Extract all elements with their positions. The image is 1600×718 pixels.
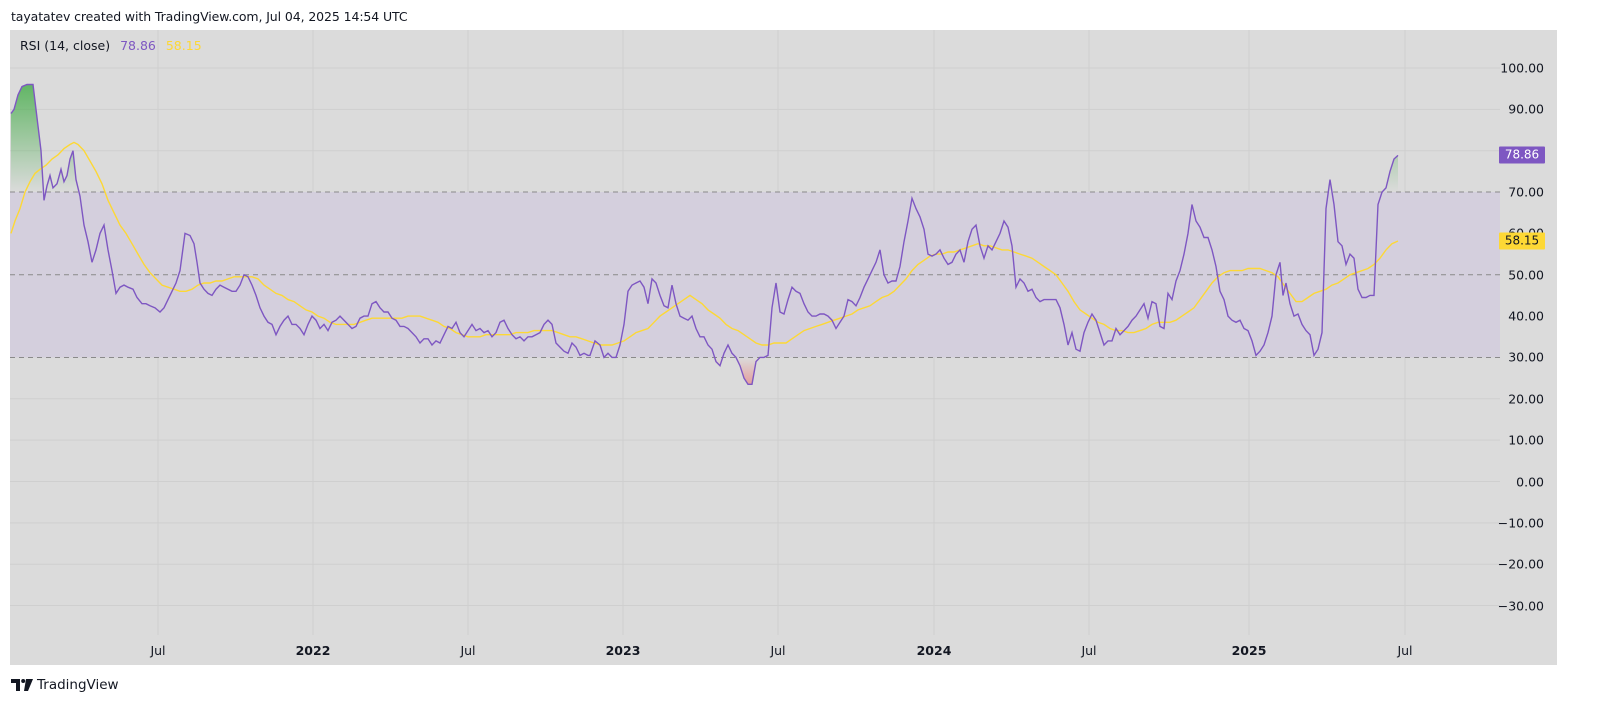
x-axis-tick: Jul [1397, 643, 1413, 658]
indicator-legend[interactable]: RSI (14, close) 78.86 58.15 [20, 38, 202, 53]
y-axis-tick: 70.00 [1508, 184, 1544, 200]
x-axis-tick: Jul [1081, 643, 1097, 658]
rsi-ma-value: 58.15 [165, 38, 202, 53]
rsi-band-fill [10, 192, 1500, 358]
indicator-label: RSI (14, close) [20, 38, 111, 53]
y-axis-tick: 100.00 [1500, 60, 1544, 76]
brand-name: TradingView [37, 677, 119, 693]
x-axis-tick: 2025 [1231, 643, 1267, 658]
y-axis-tick: −30.00 [1497, 598, 1544, 614]
x-axis-tick: 2023 [605, 643, 641, 658]
y-axis-tick: 50.00 [1508, 267, 1544, 283]
grid-lines [10, 30, 1500, 635]
rsi-last-value-badge: 78.86 [1499, 146, 1545, 164]
rsi-value: 78.86 [120, 38, 156, 53]
y-axis-tick: 20.00 [1508, 391, 1544, 407]
y-axis-tick: 30.00 [1508, 349, 1544, 365]
x-axis-tick: Jul [460, 643, 476, 658]
tradingview-logo-icon [11, 679, 33, 691]
tradingview-logo[interactable]: TradingView [11, 677, 119, 693]
attribution-text: tayatatev created with TradingView.com, … [11, 9, 408, 24]
x-axis-tick: 2022 [295, 643, 331, 658]
rsi-line [10, 83, 1399, 385]
y-axis-tick: 10.00 [1508, 432, 1544, 448]
y-axis-tick: 40.00 [1508, 308, 1544, 324]
x-axis-tick: Jul [150, 643, 166, 658]
x-axis-tick: Jul [770, 643, 786, 658]
overbought-fill [11, 84, 1398, 193]
y-axis-tick: 0.00 [1516, 474, 1544, 489]
ma-last-value-badge: 58.15 [1499, 232, 1545, 250]
y-axis-tick: −10.00 [1497, 515, 1544, 531]
oversold-fill [11, 357, 1398, 385]
y-axis-tick: −20.00 [1497, 556, 1544, 572]
x-axis-tick: 2024 [916, 643, 952, 658]
y-axis-tick: 90.00 [1508, 101, 1544, 117]
